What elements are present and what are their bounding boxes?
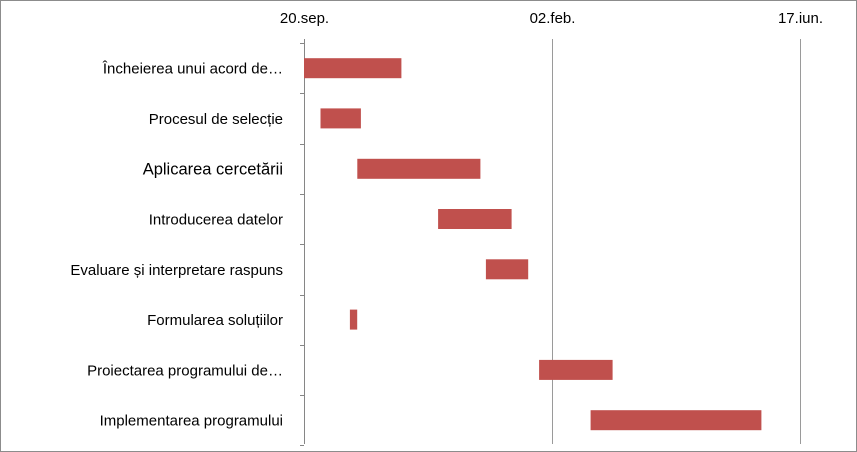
category-label: Introducerea datelor xyxy=(149,212,283,229)
category-labels: Încheierea unui acord de… Procesul de sel… xyxy=(70,61,283,430)
task-bar xyxy=(357,158,481,179)
x-tick-label: 20.sep. xyxy=(280,10,329,27)
category-label: Procesul de selecție xyxy=(149,111,283,128)
task-bar xyxy=(320,108,361,129)
x-tick-label: 02.feb. xyxy=(530,10,576,27)
category-label: Proiectarea programului de… xyxy=(87,362,283,379)
task-bar xyxy=(438,209,512,229)
gridlines xyxy=(304,39,801,444)
category-label: Implementarea programului xyxy=(100,413,283,430)
category-label: Încheierea unui acord de… xyxy=(102,61,283,78)
task-bars xyxy=(304,58,762,431)
task-bar xyxy=(539,359,613,380)
category-label: Formularea soluțiilor xyxy=(147,312,283,329)
task-bar xyxy=(304,58,402,79)
task-bar xyxy=(349,309,358,330)
x-axis: 20.sep. 02.feb. 17.iun. xyxy=(280,10,823,446)
category-label: Evaluare și interpretare raspuns xyxy=(70,262,283,279)
task-bar xyxy=(485,259,529,280)
x-tick-label: 17.iun. xyxy=(778,10,823,27)
category-label: Aplicarea cercetării xyxy=(143,160,283,178)
task-bar xyxy=(590,410,762,431)
